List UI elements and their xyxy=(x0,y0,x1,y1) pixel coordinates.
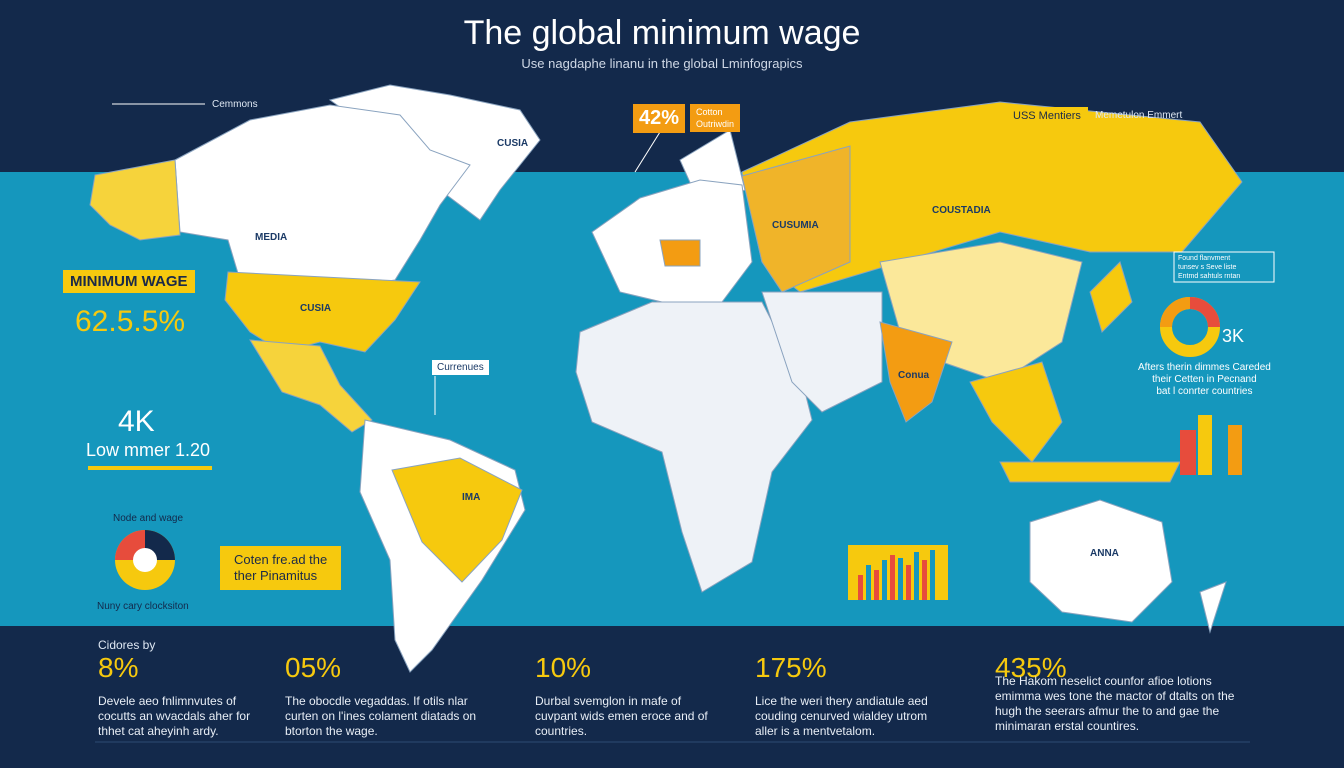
badge-line: Outriwdin xyxy=(696,119,735,129)
callout: Currenues xyxy=(432,360,489,375)
indonesia xyxy=(999,461,1181,483)
africa xyxy=(575,301,813,593)
tag: USS Mentiers xyxy=(1006,107,1088,125)
map-label: CUSUMIA xyxy=(772,220,819,231)
badge-text: Cotton Outriwdin xyxy=(690,104,741,132)
donut-chart xyxy=(1160,297,1220,357)
legend-line: Entmd sahtuls rntan xyxy=(1178,273,1241,280)
southeast-asia xyxy=(969,361,1063,463)
subtitle: Use nagdaphe linanu in the global Lminfo… xyxy=(521,56,803,71)
stat-text: cuvpant wids emen eroce and of xyxy=(535,709,708,723)
panel-percent: 62.5.5% xyxy=(75,305,186,338)
panel-badge: MINIMUM WAGE xyxy=(63,270,195,293)
skyline-icon xyxy=(1180,415,1242,475)
panel-big: 3K xyxy=(1222,326,1245,346)
stat-text: countries. xyxy=(535,724,588,738)
map-label: COUSTADIA xyxy=(932,205,991,216)
stat-value: 10% xyxy=(535,652,592,683)
stat-text: cocutts an wvacdals aher for xyxy=(98,709,251,723)
japan xyxy=(1089,261,1133,333)
map-label: IMA xyxy=(462,492,481,503)
stat-text: emimma wes tone the mactor of dtalts on … xyxy=(995,689,1235,703)
pie-hole xyxy=(133,548,157,572)
stat-text: curten on l'ines colament diatads on xyxy=(285,709,477,723)
middle-east xyxy=(761,291,883,413)
bottom-label: Cidores by xyxy=(98,638,156,652)
stat-text: The Hakom neselict counfor afioe lotions xyxy=(995,674,1212,688)
stat-text: Devele aeo fnlimnvutes of xyxy=(98,694,237,708)
map-label: MEDIA xyxy=(255,232,288,243)
panel-big: 4K xyxy=(118,405,155,438)
note: Cemmons xyxy=(212,99,258,110)
brazil xyxy=(391,457,523,583)
badge-value: 42% xyxy=(633,104,686,133)
panel-text: Afters therin dimmes Careded their Cette… xyxy=(1138,362,1271,398)
callout-line: Coten fre.ad the xyxy=(234,552,328,567)
mini-bar-chart xyxy=(848,545,948,600)
footer-band xyxy=(0,626,1344,768)
stat-text: hugh the seerars afmur the to and gae th… xyxy=(995,704,1220,718)
stat-text: The obocdle vegaddas. If otils nlar xyxy=(285,694,468,708)
australia xyxy=(1029,499,1173,623)
alaska xyxy=(89,159,181,241)
stat-text: minimaran erstal countires. xyxy=(995,719,1140,733)
stat-value: 175% xyxy=(755,652,827,683)
panel-line: their Cetten in Pecnand xyxy=(1152,374,1257,385)
badge-line: Cotton xyxy=(696,107,723,117)
new-zealand xyxy=(1199,581,1227,634)
central-america xyxy=(249,339,373,433)
stat-text: thhet cat aheyinh ardy. xyxy=(98,724,219,738)
germany xyxy=(659,239,701,267)
stat-text: btorton the wage. xyxy=(285,724,378,738)
stat-text: aller is a mentvetalom. xyxy=(755,724,876,738)
india xyxy=(879,321,953,423)
legend-line: Found flanvment xyxy=(1178,255,1231,262)
note: Memetulon Emmert xyxy=(1095,110,1183,121)
callout-line: ther Pinamitus xyxy=(234,568,318,583)
panel-sub: Low mmer 1.20 xyxy=(86,440,211,460)
map-label: CUSIA xyxy=(497,138,529,149)
pie-chart xyxy=(115,530,175,590)
north-america xyxy=(174,104,471,291)
stat-value: 05% xyxy=(285,652,342,683)
usa xyxy=(224,271,421,353)
leader-line xyxy=(634,131,661,173)
stat-text: Durbal svemglon in mafe of xyxy=(535,694,682,708)
title: The global minimum wage xyxy=(463,14,861,52)
panel-line: Afters therin dimmes Careded xyxy=(1138,362,1271,373)
stat-text: Lice the weri thery andiatule aed xyxy=(755,694,928,708)
russia-west xyxy=(741,145,851,293)
stat-value: 435% xyxy=(995,652,1067,683)
map-label: ANNA xyxy=(1090,548,1119,559)
legend-line: tunsev s Seve liste xyxy=(1178,264,1237,271)
pie-title: Node and wage xyxy=(113,513,184,524)
map-label: CUSIA xyxy=(300,303,332,314)
stat-value: 8% xyxy=(98,652,139,683)
callout: Coten fre.ad the ther Pinamitus xyxy=(220,546,342,590)
legend: Found flanvment tunsev s Seve liste Entm… xyxy=(1178,254,1240,281)
panel-line: bat l conrter countries xyxy=(1156,386,1253,397)
map-label: Conua xyxy=(898,370,930,381)
stat-text: couding cenurved wialdey utrom xyxy=(755,709,928,723)
legend-frame xyxy=(1173,251,1275,283)
pie-caption: Nuny cary clocksiton xyxy=(97,601,189,612)
